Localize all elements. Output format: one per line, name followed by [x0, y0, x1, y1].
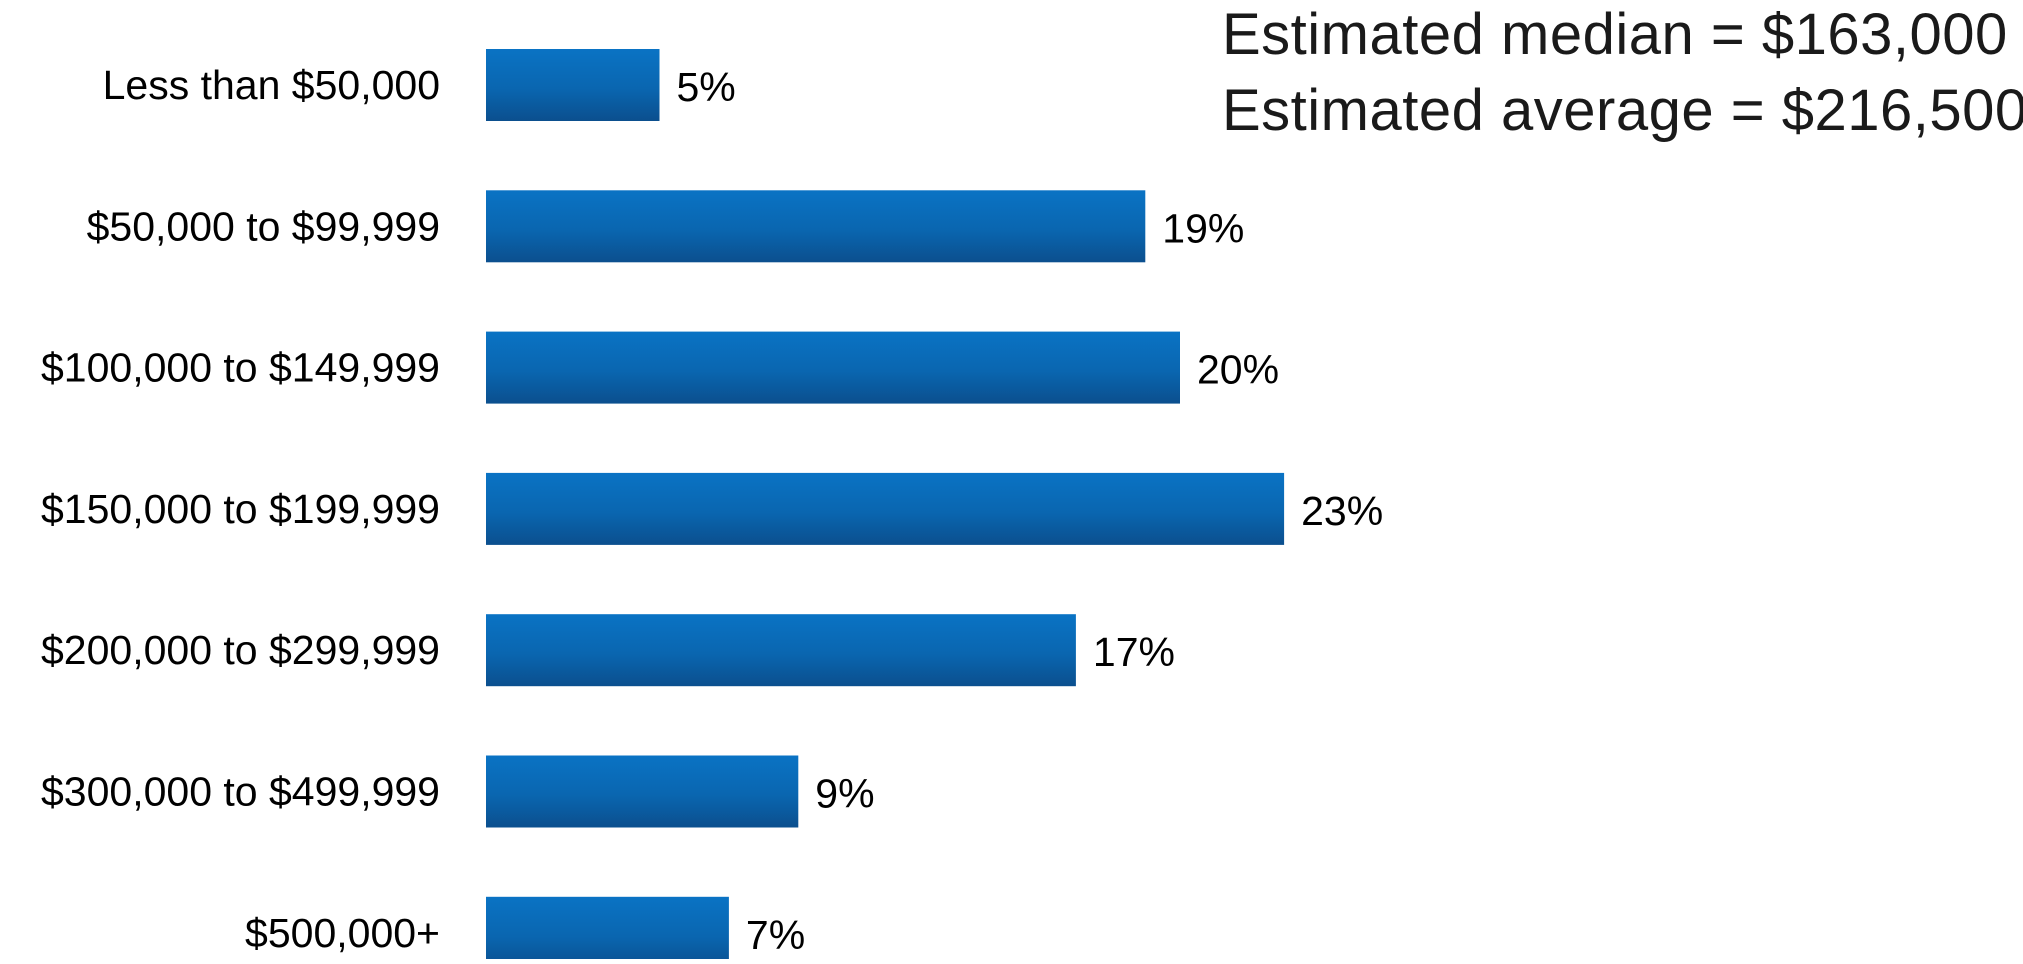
- bars-layer: [486, 49, 1285, 964]
- bar-3: [486, 472, 1285, 545]
- bar-5: [486, 755, 799, 828]
- bar-1: [486, 190, 1146, 263]
- average-annotation: Estimated average = $216,500: [1222, 78, 2023, 143]
- category-label-4: $200,000 to $299,999: [41, 627, 440, 673]
- annotations-layer: Estimated median = $163,000 Estimated av…: [1222, 2, 2023, 143]
- category-label-1: $50,000 to $99,999: [87, 203, 440, 249]
- value-label-4: 17%: [1093, 629, 1175, 675]
- bar-4: [486, 614, 1076, 687]
- category-label-6: $500,000+: [245, 910, 440, 956]
- value-label-6: 7%: [746, 912, 805, 958]
- category-label-5: $300,000 to $499,999: [41, 769, 440, 815]
- value-label-1: 19%: [1162, 205, 1244, 251]
- category-labels-layer: Less than $50,000 $50,000 to $99,999 $100,…: [41, 62, 440, 956]
- bar-0: [486, 49, 660, 121]
- category-label-0: Less than $50,000: [103, 62, 440, 108]
- value-label-2: 20%: [1197, 347, 1279, 393]
- median-annotation: Estimated median = $163,000: [1222, 2, 2008, 67]
- value-label-0: 5%: [677, 64, 736, 110]
- bar-2: [486, 331, 1180, 404]
- value-label-3: 23%: [1301, 488, 1383, 534]
- value-label-5: 9%: [815, 771, 874, 817]
- bar-6: [486, 896, 729, 964]
- category-label-2: $100,000 to $149,999: [41, 345, 440, 391]
- category-label-3: $150,000 to $199,999: [41, 486, 440, 532]
- value-labels-layer: 5% 19% 20% 23% 17% 9% 7%: [677, 64, 1384, 958]
